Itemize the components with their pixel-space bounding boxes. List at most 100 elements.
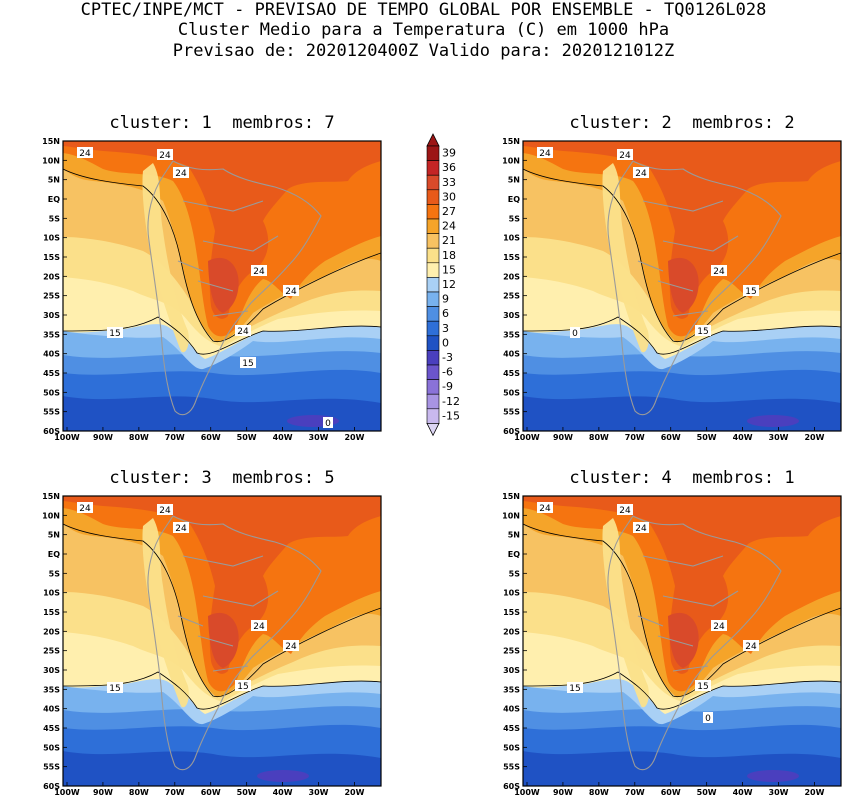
colorbar-tick-label: 24: [442, 220, 456, 233]
longitude-tick-label: 80W: [129, 788, 149, 797]
colorbar-swatch: [426, 189, 440, 205]
colorbar-tick-label: -12: [442, 395, 460, 408]
contour-15: [63, 316, 381, 355]
latitude-tick-label: 10N: [502, 156, 520, 165]
temperature-field: [63, 141, 381, 431]
contour-label: 24: [635, 524, 647, 534]
colorbar-tick-label: 21: [442, 234, 456, 247]
latitude-tick-label: 35S: [43, 685, 60, 694]
latitude-tick-label: 50S: [43, 388, 60, 397]
latitude-tick-label: 25S: [43, 292, 60, 301]
colorbar-tick-label: -15: [442, 409, 460, 422]
latitude-tick-label: 35S: [503, 330, 520, 339]
colorbar-tick-label: -6: [442, 366, 453, 379]
country-borders: [177, 555, 279, 672]
contour-label: 24: [713, 267, 725, 277]
colorbar-swatch: [426, 174, 440, 191]
colorbar-tick-label: 30: [442, 190, 456, 203]
longitude-tick-label: 80W: [589, 788, 609, 797]
latitude-tick-label: 55S: [43, 763, 60, 772]
longitude-tick-label: 30W: [309, 433, 329, 442]
colorbar-tick-label: 18: [442, 249, 456, 262]
longitude-tick-label: 80W: [589, 433, 609, 442]
longitude-tick-label: 40W: [273, 433, 293, 442]
longitude-tick-label: 40W: [733, 433, 753, 442]
panel-1-members-label: membros: 7: [232, 113, 335, 133]
panel-1-cluster-label: cluster: 1: [109, 113, 212, 133]
latitude-tick-label: 30S: [43, 311, 60, 320]
longitude-tick-label: 40W: [273, 788, 293, 797]
colorbar-arrow-top: [426, 133, 440, 147]
longitude-tick-label: 70W: [165, 788, 185, 797]
latitude-tick-label: 55S: [43, 408, 60, 417]
contour-label-box: [251, 620, 267, 631]
panel-2-cluster-label: cluster: 2: [569, 113, 672, 133]
contour-label: 15: [697, 682, 708, 692]
longitude-tick-label: 50W: [237, 788, 257, 797]
colorbar-tick-label: 36: [442, 161, 456, 174]
colorbar-tick-label: 12: [442, 278, 456, 291]
contour-label-box: [695, 680, 711, 691]
colorbar-tick-label: 6: [442, 307, 449, 320]
map-frame: [62, 140, 382, 432]
colorbar-tick-label: -3: [442, 351, 453, 364]
panel-3-members-label: membros: 5: [232, 468, 335, 488]
colorbar-arrow-bottom: [426, 422, 440, 437]
colorbar-swatch: [426, 393, 440, 410]
contour-label: 24: [175, 524, 187, 534]
temperature-field: [523, 141, 841, 431]
contour-label: 24: [237, 327, 249, 337]
contour-label: 0: [325, 419, 331, 429]
subtitle-dates: Previsao de: 2020120400Z Valido para: 20…: [172, 41, 675, 61]
colorbar-tick-label: 15: [442, 263, 456, 276]
longitude-tick-label: 90W: [93, 788, 113, 797]
colorbar-swatch: [426, 408, 440, 424]
panel-4-title: cluster: 4 membros: 1: [517, 468, 847, 488]
latitude-tick-label: 35S: [503, 685, 520, 694]
contour-label-box: [537, 147, 553, 158]
colorbar-swatch: [426, 306, 440, 322]
temperature-field: [523, 496, 841, 786]
longitude-tick-label: 100W: [54, 788, 80, 797]
colorbar-tick-label: 27: [442, 205, 456, 218]
longitude-tick-label: 70W: [165, 433, 185, 442]
contour-label-box: [711, 620, 727, 631]
latitude-tick-label: 5S: [49, 214, 61, 223]
contour-label: 24: [79, 149, 91, 159]
longitude-tick-label: 20W: [344, 788, 364, 797]
map-panel-cluster-3: 15N 10N 5N EQ 5S 10S 15S 20S 25S 30S 35S 40S 45S 50S 5…: [42, 492, 382, 797]
latitude-tick-label: 5N: [48, 531, 60, 540]
contour-label-box: [633, 522, 649, 533]
contour-label: 15: [237, 682, 248, 692]
contour-label-box: [695, 325, 711, 336]
contour-label-box: [567, 682, 583, 693]
latitude-tick-label: 15S: [43, 253, 60, 262]
longitude-tick-label: 70W: [625, 433, 645, 442]
contour-label-box: [173, 167, 189, 178]
contour-label-box: [173, 522, 189, 533]
contour-label: 15: [745, 287, 756, 297]
contour-label: 15: [242, 359, 253, 369]
contour-label: 24: [539, 504, 551, 514]
longitude-tick-label: 20W: [804, 433, 824, 442]
latitude-tick-label: 10S: [43, 234, 60, 243]
panel-2-members-label: membros: 2: [692, 113, 795, 133]
latitude-tick-label: 45S: [43, 724, 60, 733]
latitude-tick-label: 15N: [502, 492, 520, 501]
latitude-tick-label: 60S: [503, 782, 520, 791]
contour-label: 24: [285, 642, 297, 652]
latitude-tick-label: 30S: [503, 666, 520, 675]
colorbar-swatch: [426, 350, 440, 366]
map-frame: [522, 140, 842, 432]
contour-label-box: [157, 504, 173, 515]
latitude-tick-label: 5S: [49, 569, 61, 578]
latitude-tick-label: EQ: [48, 195, 60, 204]
latitude-tick-label: 25S: [43, 647, 60, 656]
colorbar-swatch: [426, 379, 440, 395]
latitude-tick-label: 40S: [503, 705, 520, 714]
latitude-tick-label: 35S: [43, 330, 60, 339]
colorbar-swatch: [426, 204, 440, 220]
map-panel-cluster-1: 15N 10N 5N EQ 5S 10S 15S 20S 25S 30S 35S 40S 45S 50S 5…: [42, 137, 382, 442]
latitude-tick-label: 10S: [503, 589, 520, 598]
contour-label: 24: [175, 169, 187, 179]
